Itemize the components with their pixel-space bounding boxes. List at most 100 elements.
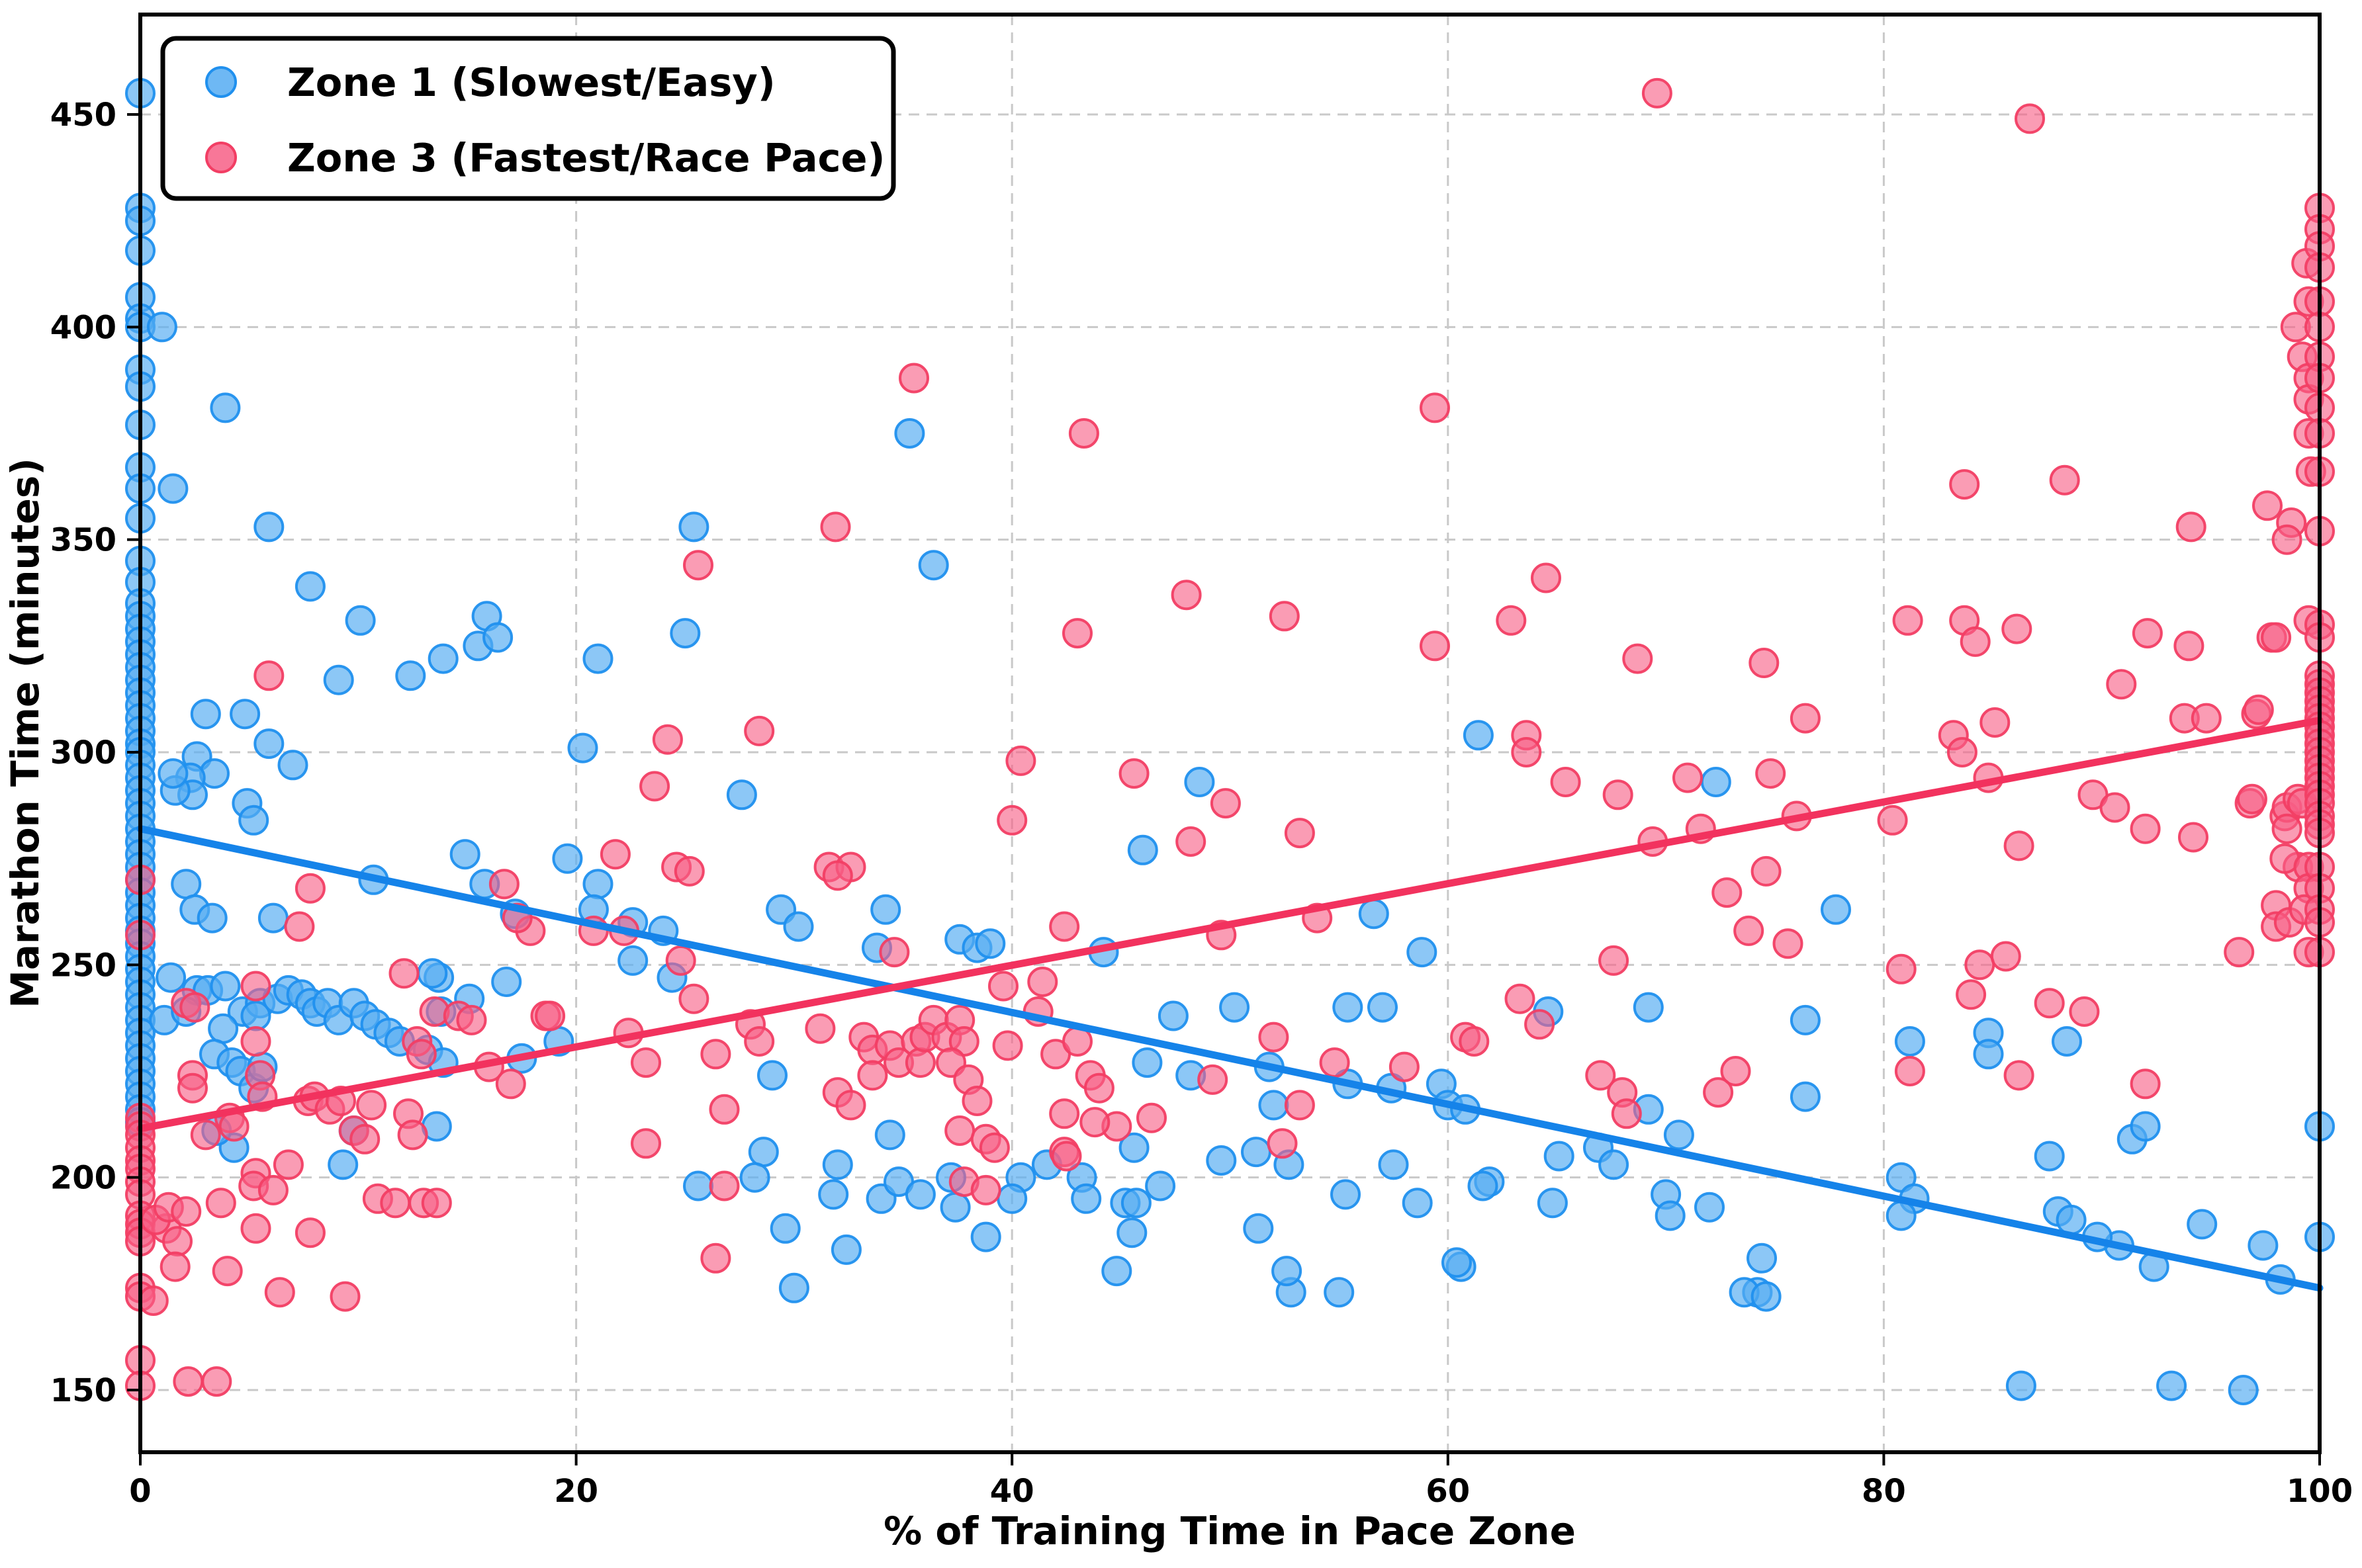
data-point-zone3 [138,1285,169,1316]
x-tick-label: 20 [554,1473,598,1510]
data-point-zone1 [617,945,649,976]
data-point-zone3 [652,724,683,755]
data-point-zone3 [2271,813,2302,844]
data-point-zone1 [171,869,202,900]
data-point-zone3 [905,1047,936,1078]
data-point-zone3 [1171,580,1202,611]
data-point-zone1 [1116,1217,1148,1248]
data-point-zone3 [1175,826,1206,857]
data-point-zone1 [567,732,598,763]
data-point-zone3 [257,1174,289,1205]
data-point-zone1 [726,779,757,810]
data-point-zone3 [678,983,709,1014]
data-point-zone1 [417,958,448,989]
data-point-zone1 [582,643,613,674]
data-point-zone3 [2271,524,2302,555]
data-point-zone3 [488,869,520,900]
data-point-zone1 [1071,1183,1102,1214]
data-point-zone3 [1585,1060,1616,1091]
data-point-zone1 [2187,1209,2218,1240]
data-point-zone1 [918,550,949,581]
axis-ticks [127,113,2321,1465]
data-point-zone1 [1332,992,1363,1023]
data-point-zone1 [1206,1145,1237,1176]
data-point-zone3 [1960,626,1991,657]
data-point-zone3 [879,937,910,968]
data-point-zone3 [944,1115,976,1146]
data-point-zone1 [491,967,522,997]
data-point-zone1 [230,699,261,730]
x-tick-label: 0 [129,1473,151,1510]
data-point-zone1 [253,511,285,543]
data-point-zone1 [1973,1039,2004,1070]
data-point-zone1 [2056,1204,2087,1235]
data-point-zone3 [2069,996,2100,1027]
data-point-zone1 [1378,1149,1409,1180]
legend: Zone 1 (Slowest/Easy) Zone 3 (Fastest/Ra… [160,36,896,201]
data-point-zone1 [1441,1247,1472,1278]
data-point-zone3 [1956,979,1987,1010]
data-point-zone3 [997,805,1028,836]
data-point-zone3 [201,1366,232,1397]
data-point-zone1 [822,1149,853,1180]
legend-box [160,36,896,201]
data-point-zone1 [482,622,514,653]
data-point-zone1 [1271,1256,1302,1287]
data-point-zone3 [970,1174,1001,1205]
data-point-zone3 [179,992,210,1023]
data-point-zone1 [1537,1188,1568,1219]
data-point-zone3 [1269,601,1300,632]
data-point-zone1 [1324,1277,1355,1308]
y-tick-label: 450 [50,97,116,134]
data-point-zone3 [1068,418,1099,449]
trend-lines [136,717,2324,1292]
data-point-zone1 [1463,720,1494,751]
data-point-zone1 [770,1213,801,1244]
data-point-zone3 [456,1004,487,1035]
data-point-zone3 [1550,767,1581,797]
legend-marker-zone1 [205,66,237,98]
data-point-zone1 [1790,1081,1821,1112]
data-point-zone3 [639,771,670,802]
data-point-zone1 [582,869,613,900]
data-point-zone3 [820,511,851,543]
data-point-zone1 [940,1192,971,1223]
data-point-zone3 [2034,988,2065,1019]
data-point-zone3 [2173,631,2204,662]
data-point-zone3 [495,1068,526,1100]
data-point-zone1 [552,843,583,874]
data-point-zone3 [631,1128,661,1159]
data-point-zone3 [212,1256,243,1287]
data-point-zone3 [2252,490,2283,521]
data-point-zone3 [2001,613,2032,644]
data-point-zone3 [1946,737,1977,767]
data-point-zone3 [240,1026,271,1057]
data-point-zone3 [1136,1102,1167,1133]
data-point-zone1 [2052,1026,2082,1057]
data-point-zone3 [1749,648,1780,678]
data-point-zone1 [1406,937,1437,968]
data-point-zone3 [1602,779,1633,810]
data-point-zone3 [1733,915,1764,946]
data-point-zone1 [1243,1213,1274,1244]
data-point-zone3 [962,1086,993,1116]
x-axis-label: % of Training Time in Pace Zone [884,1508,1576,1553]
data-point-zone3 [1284,1090,1315,1121]
data-point-zone1 [1894,1026,1925,1057]
data-point-zone3 [1079,1107,1111,1138]
data-point-zone3 [284,911,315,942]
data-point-zone3 [1511,737,1542,767]
data-point-zone3 [1197,1064,1228,1095]
data-point-zone1 [2034,1141,2065,1172]
data-point-zone1 [1219,992,1250,1023]
data-point-zone3 [744,715,775,746]
data-point-zone3 [264,1277,295,1308]
data-point-zone3 [1524,1009,1555,1040]
data-point-zone3 [2106,669,2137,700]
data-point-zone3 [2243,694,2274,725]
data-point-zone1 [1747,1242,1777,1274]
data-point-zone1 [146,312,177,343]
data-point-zone3 [1504,983,1535,1014]
data-point-zone1 [1633,992,1664,1023]
